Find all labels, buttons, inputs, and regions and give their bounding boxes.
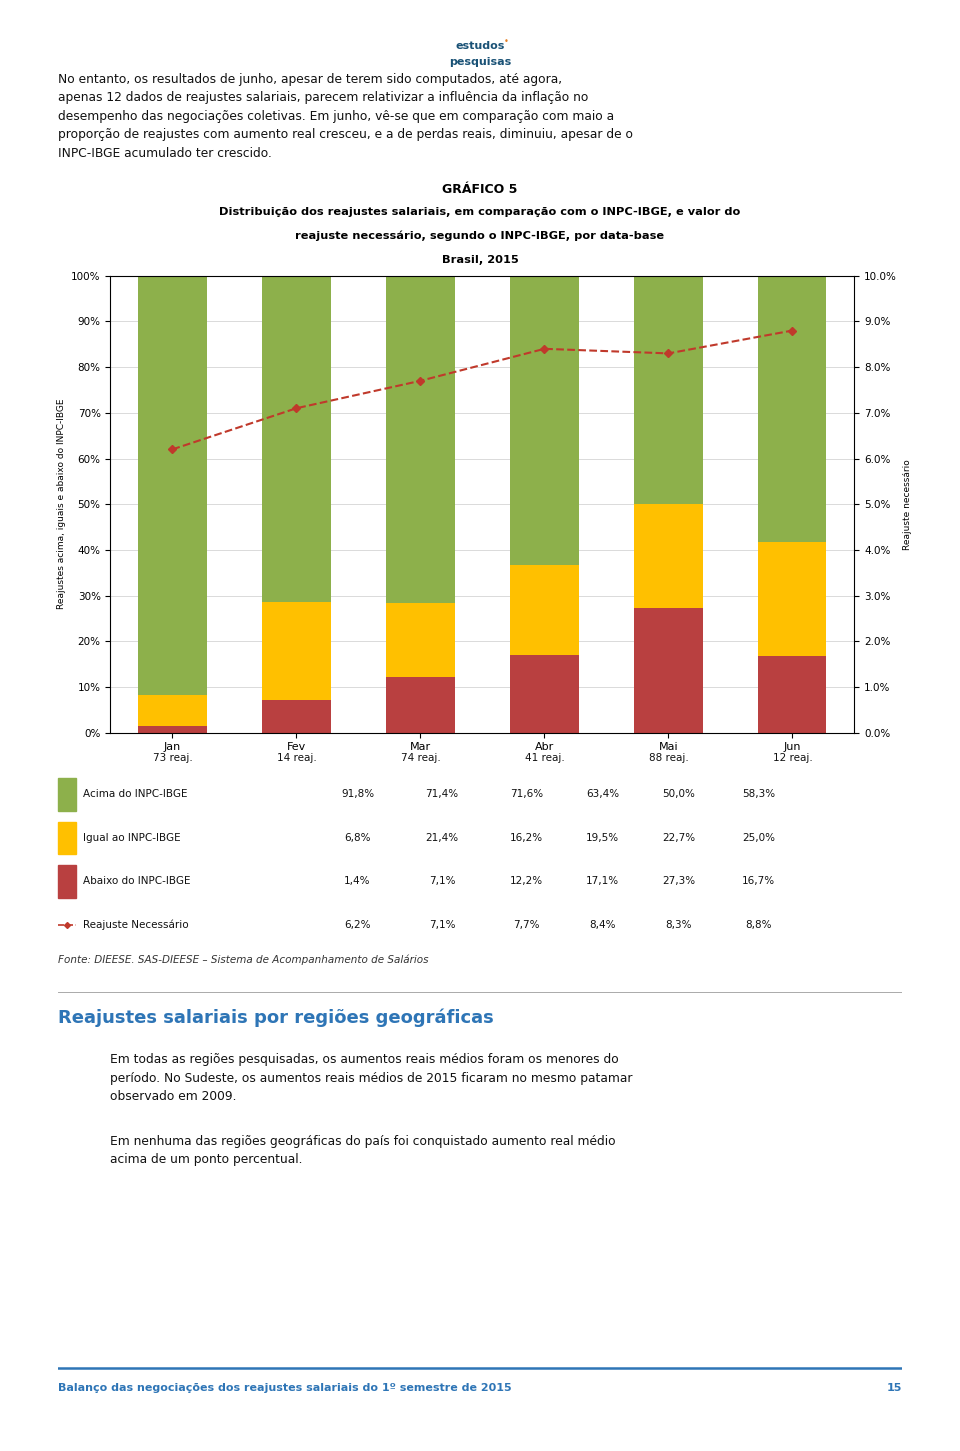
Text: 12 reaj.: 12 reaj. — [773, 753, 812, 763]
Bar — [138, 727, 206, 733]
Bar — [386, 604, 454, 678]
Text: 7,1%: 7,1% — [429, 876, 455, 887]
Text: Em todas as regiões pesquisadas, os aumentos reais médios foram os menores do
pe: Em todas as regiões pesquisadas, os aume… — [110, 1053, 633, 1103]
Text: pesquisas: pesquisas — [449, 58, 511, 67]
Text: Acima do INPC-IBGE: Acima do INPC-IBGE — [83, 789, 187, 800]
Text: 88 reaj.: 88 reaj. — [649, 753, 688, 763]
Text: 71,4%: 71,4% — [425, 789, 459, 800]
Bar — [511, 276, 579, 566]
Text: 91,8%: 91,8% — [341, 789, 374, 800]
Bar — [58, 778, 76, 811]
Text: Brasil, 2015: Brasil, 2015 — [442, 255, 518, 264]
Bar — [758, 276, 827, 543]
Text: Abaixo do INPC-IBGE: Abaixo do INPC-IBGE — [83, 876, 190, 887]
Text: •: • — [503, 36, 509, 46]
Bar — [635, 276, 703, 503]
Bar — [386, 276, 454, 604]
Text: estudos: estudos — [455, 42, 505, 51]
Text: 73 reaj.: 73 reaj. — [153, 753, 192, 763]
Text: 41 reaj.: 41 reaj. — [524, 753, 564, 763]
Text: 25,0%: 25,0% — [742, 833, 776, 843]
Text: No entanto, os resultados de junho, apesar de terem sido computados, até agora,
: No entanto, os resultados de junho, apes… — [58, 73, 633, 160]
Bar — [262, 602, 330, 701]
Text: 74 reaj.: 74 reaj. — [400, 753, 441, 763]
Text: Balanço das negociações dos reajustes salariais do 1º semestre de 2015: Balanço das negociações dos reajustes sa… — [58, 1383, 512, 1393]
Text: 8,4%: 8,4% — [589, 920, 615, 930]
Bar — [262, 276, 330, 602]
Text: 21,4%: 21,4% — [425, 833, 459, 843]
Bar — [386, 678, 454, 733]
Bar — [758, 656, 827, 733]
Text: 22,7%: 22,7% — [662, 833, 695, 843]
Text: 58,3%: 58,3% — [742, 789, 776, 800]
Text: 27,3%: 27,3% — [662, 876, 695, 887]
Text: 7,7%: 7,7% — [514, 920, 540, 930]
Bar — [635, 608, 703, 733]
Text: 71,6%: 71,6% — [510, 789, 543, 800]
Text: Distribuição dos reajustes salariais, em comparação com o INPC-IBGE, e valor do: Distribuição dos reajustes salariais, em… — [220, 207, 740, 216]
Text: 16,2%: 16,2% — [510, 833, 543, 843]
Y-axis label: Reajuste necessário: Reajuste necessário — [902, 459, 912, 550]
Text: 12,2%: 12,2% — [510, 876, 543, 887]
Text: Fonte: DIEESE. SAS-DIEESE – Sistema de Acompanhamento de Salários: Fonte: DIEESE. SAS-DIEESE – Sistema de A… — [58, 955, 428, 965]
Text: 16,7%: 16,7% — [742, 876, 776, 887]
Text: 50,0%: 50,0% — [662, 789, 695, 800]
Text: 19,5%: 19,5% — [586, 833, 619, 843]
Text: 8,3%: 8,3% — [665, 920, 692, 930]
Text: reajuste necessário, segundo o INPC-IBGE, por data-base: reajuste necessário, segundo o INPC-IBGE… — [296, 231, 664, 241]
Text: 1,4%: 1,4% — [345, 876, 371, 887]
Text: Reajustes salariais por regiões geográficas: Reajustes salariais por regiões geográfi… — [58, 1008, 493, 1027]
Text: 6,2%: 6,2% — [345, 920, 371, 930]
Text: 14 reaj.: 14 reaj. — [276, 753, 316, 763]
Text: 15: 15 — [887, 1383, 902, 1393]
Text: Igual ao INPC-IBGE: Igual ao INPC-IBGE — [83, 833, 180, 843]
Text: 6,8%: 6,8% — [345, 833, 371, 843]
Text: Em nenhuma das regiões geográficas do país foi conquistado aumento real médio
ac: Em nenhuma das regiões geográficas do pa… — [110, 1135, 616, 1167]
Text: 63,4%: 63,4% — [586, 789, 619, 800]
Bar — [511, 654, 579, 733]
Bar — [262, 701, 330, 733]
Bar — [58, 865, 76, 898]
Bar — [758, 543, 827, 656]
Bar — [58, 821, 76, 855]
Bar — [138, 276, 206, 695]
Text: Reajuste Necessário: Reajuste Necessário — [83, 920, 188, 930]
Text: 17,1%: 17,1% — [586, 876, 619, 887]
Bar — [511, 566, 579, 654]
Y-axis label: Reajustes acima, iguais e abaixo do INPC-IBGE: Reajustes acima, iguais e abaixo do INPC… — [57, 399, 65, 609]
Text: 7,1%: 7,1% — [429, 920, 455, 930]
Bar — [138, 695, 206, 727]
Bar — [635, 503, 703, 608]
Text: GRÁFICO 5: GRÁFICO 5 — [443, 183, 517, 196]
Text: 8,8%: 8,8% — [746, 920, 772, 930]
